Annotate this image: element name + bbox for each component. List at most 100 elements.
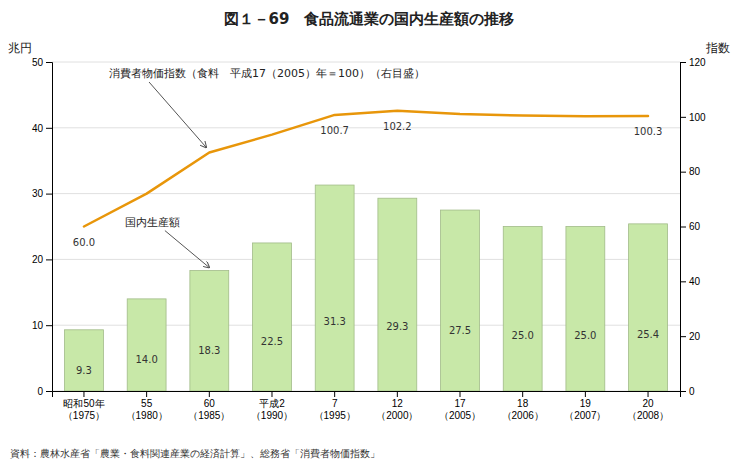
y-tick-label: 20 xyxy=(32,254,44,265)
data-label: 14.0 xyxy=(136,354,158,365)
source-note: 資料：農林水産省「農業・食料関連産業の経済計算」、総務省「消費者物価指数」 xyxy=(10,448,380,459)
marks xyxy=(65,111,668,391)
x-tick: 55（1980） xyxy=(126,391,168,421)
y2-axis-line xyxy=(681,63,687,392)
annotations: 消費者物価指数（食料 平成17（2005）年＝100）（右目盛）国内生産額 xyxy=(109,67,425,268)
x-tick: 7（1995） xyxy=(314,391,356,421)
x-tick-label-line: （2000） xyxy=(376,410,418,421)
y-tick: 0 xyxy=(37,386,52,397)
data-label: 9.3 xyxy=(76,365,92,376)
x-tick: 昭和50年（1975） xyxy=(63,391,105,421)
x-tick-label: 7（1995） xyxy=(314,398,356,421)
data-labels: 9.314.018.322.531.329.327.525.025.025.46… xyxy=(73,121,663,376)
bar xyxy=(503,227,542,392)
bar xyxy=(378,198,417,391)
x-tick-label: 18（2006） xyxy=(502,398,544,421)
y-tick: 40 xyxy=(32,123,52,134)
y2-tick-label: 120 xyxy=(689,57,706,68)
x-tick-label-line: 12 xyxy=(392,398,404,409)
bar xyxy=(65,330,104,391)
x-tick-label: 60（1985） xyxy=(188,398,230,421)
x-tick-label-line: （2006） xyxy=(502,410,544,421)
x-tick-label-line: （2005） xyxy=(439,410,481,421)
x-tick: 20（2008） xyxy=(627,391,669,421)
y-tick-label: 0 xyxy=(37,386,43,397)
y-tick: 50 xyxy=(32,57,52,68)
data-label: 31.3 xyxy=(324,316,346,327)
y-tick-line xyxy=(46,391,52,392)
data-label: 102.2 xyxy=(383,121,412,132)
x-tick-line xyxy=(146,391,147,397)
x-tick-label-line: 18 xyxy=(517,398,529,409)
x-tick-label-line: （2008） xyxy=(627,410,669,421)
x-tick-label-line: （1975） xyxy=(63,410,105,421)
x-tick-label-line: 昭和50年 xyxy=(63,398,104,409)
x-tick-label-line: （2007） xyxy=(564,410,606,421)
y-tick-label: 10 xyxy=(32,320,44,331)
x-tick-label-line: （1980） xyxy=(126,410,168,421)
y2-tick-line xyxy=(680,62,686,63)
annotation-arrow xyxy=(165,231,209,268)
x-tick-label: 20（2008） xyxy=(627,398,669,421)
data-label: 25.0 xyxy=(512,330,534,341)
data-label: 25.0 xyxy=(574,330,596,341)
y2-tick: 120 xyxy=(680,57,706,68)
y2-tick-line xyxy=(680,281,686,282)
x-tick-label-line: （1990） xyxy=(251,410,293,421)
y-tick-line xyxy=(46,259,52,260)
y2-tick: 100 xyxy=(680,112,706,123)
chart-title: 図１－69 食品流通業の国内生産額の推移 xyxy=(224,10,515,28)
x-tick-label: 17（2005） xyxy=(439,398,481,421)
plot-area: 01020304050020406080100120昭和50年（1975）55（… xyxy=(8,41,730,421)
bar xyxy=(441,210,480,391)
y2-tick: 80 xyxy=(680,166,701,177)
y2-tick-label: 20 xyxy=(689,331,701,342)
data-label: 22.5 xyxy=(261,336,283,347)
x-tick: 17（2005） xyxy=(439,391,481,421)
x-tick-line xyxy=(271,391,272,397)
x-tick-label: 55（1980） xyxy=(126,398,168,421)
y2-axis: 020406080100120 xyxy=(680,57,706,397)
x-tick-line xyxy=(334,391,335,397)
bar xyxy=(253,243,292,391)
y-tick-line xyxy=(46,62,52,63)
data-label: 18.3 xyxy=(198,345,220,356)
x-tick-label-line: （1995） xyxy=(314,410,356,421)
x-axis-line xyxy=(53,392,681,398)
y-tick-label: 50 xyxy=(32,57,44,68)
x-tick-label: 平成2（1990） xyxy=(251,398,293,421)
x-axis: 昭和50年（1975） 55（1980） 60（1985） 平成2（1990） 7（19… xyxy=(53,391,681,421)
chart-svg: 図１－69 食品流通業の国内生産額の推移01020304050020406080… xyxy=(0,0,738,465)
y-tick-label: 40 xyxy=(32,123,44,134)
data-label: 100.3 xyxy=(634,126,663,137)
y2-tick-line xyxy=(680,336,686,337)
y2-tick-label: 80 xyxy=(689,166,701,177)
y-tick: 20 xyxy=(32,254,52,265)
bar xyxy=(315,185,354,391)
y-tick-line xyxy=(46,128,52,129)
x-tick-label-line: 55 xyxy=(141,398,153,409)
y2-tick: 20 xyxy=(680,331,701,342)
bar xyxy=(190,271,229,391)
y-tick: 10 xyxy=(32,320,52,331)
y2-tick-label: 0 xyxy=(689,386,695,397)
annotation: 消費者物価指数（食料 平成17（2005）年＝100）（右目盛） xyxy=(109,67,425,80)
y-tick-line xyxy=(46,325,52,326)
y2-axis-title: 指数 xyxy=(705,41,730,55)
y2-tick: 40 xyxy=(680,276,701,287)
y-axis-line xyxy=(46,63,53,392)
x-tick-label-line: 20 xyxy=(642,398,654,409)
data-label: 60.0 xyxy=(73,237,95,248)
y-axis-title: 兆円 xyxy=(8,41,32,55)
data-label: 27.5 xyxy=(449,325,471,336)
chart-container: 図１－69 食品流通業の国内生産額の推移01020304050020406080… xyxy=(0,0,738,465)
x-tick-label: 19（2007） xyxy=(564,398,606,421)
y2-tick-line xyxy=(680,227,686,228)
y-tick-label: 30 xyxy=(32,188,44,199)
x-tick-line xyxy=(585,391,586,397)
data-label: 29.3 xyxy=(386,321,408,332)
y2-tick-label: 100 xyxy=(689,112,706,123)
x-tick: 60（1985） xyxy=(188,391,230,421)
bar xyxy=(629,224,668,391)
x-tick-line xyxy=(522,391,523,397)
